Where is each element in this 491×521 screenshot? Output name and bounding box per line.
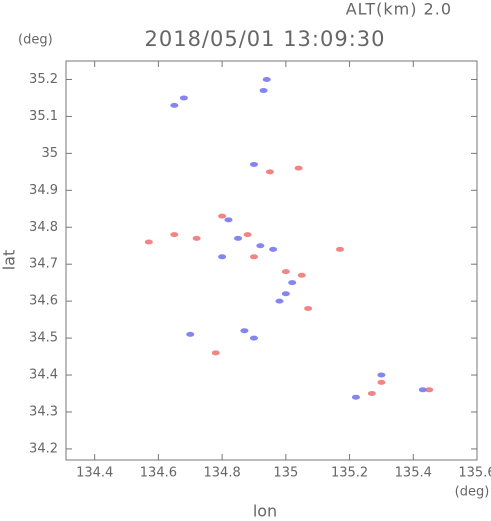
echo-point bbox=[297, 272, 306, 278]
echo-point bbox=[256, 243, 265, 249]
echo-point bbox=[192, 235, 201, 241]
y-tick-label: 34.5 bbox=[29, 331, 58, 346]
echo-point bbox=[240, 328, 249, 334]
echo-point bbox=[170, 232, 179, 238]
x-tick-label: 134.8 bbox=[204, 466, 241, 481]
y-axis-label: lat bbox=[0, 250, 19, 271]
echo-point bbox=[249, 161, 258, 167]
echo-point bbox=[265, 169, 274, 175]
x-tick-label: 135.6 bbox=[458, 466, 491, 481]
y-tick-label: 34.9 bbox=[29, 183, 58, 198]
echo-point bbox=[425, 387, 434, 393]
y-tick-label: 34.3 bbox=[29, 404, 58, 419]
echo-point bbox=[224, 217, 233, 223]
echo-point bbox=[294, 165, 303, 171]
y-tick-label: 35.1 bbox=[29, 109, 58, 124]
echo-point bbox=[262, 76, 271, 82]
y-tick-label: 34.8 bbox=[29, 220, 58, 235]
y-tick-label: 34.6 bbox=[29, 294, 58, 309]
plot-frame bbox=[65, 60, 478, 461]
echo-point bbox=[288, 280, 297, 286]
echo-point bbox=[218, 254, 227, 260]
x-tick-label: 134.6 bbox=[140, 466, 177, 481]
echo-point bbox=[275, 298, 284, 304]
echo-point bbox=[304, 306, 313, 312]
echo-point bbox=[418, 387, 427, 393]
echo-point bbox=[377, 372, 386, 378]
y-tick-label: 34.4 bbox=[29, 368, 58, 383]
y-unit: (deg) bbox=[18, 33, 53, 48]
x-tick-label: 135 bbox=[273, 466, 298, 481]
echo-point bbox=[281, 269, 290, 275]
echo-point bbox=[170, 102, 179, 108]
echo-point bbox=[218, 213, 227, 219]
echo-point bbox=[179, 95, 188, 101]
altitude-label: ALT(km) 2.0 bbox=[346, 0, 452, 19]
y-tick-label: 35.2 bbox=[29, 72, 58, 87]
echo-point bbox=[234, 235, 243, 241]
echo-point bbox=[367, 391, 376, 396]
y-tick-label: 34.7 bbox=[29, 257, 58, 272]
echo-point bbox=[186, 331, 195, 337]
echo-point bbox=[211, 350, 220, 356]
echo-point bbox=[336, 246, 344, 252]
chart-title: 2018/05/01 13:09:30 bbox=[144, 27, 385, 51]
x-tick-label: 135.2 bbox=[331, 466, 368, 481]
x-tick-label: 134.4 bbox=[76, 466, 113, 481]
x-unit: (deg) bbox=[455, 485, 490, 500]
echo-point bbox=[243, 232, 252, 238]
echo-point bbox=[249, 254, 258, 260]
echo-point bbox=[144, 239, 153, 245]
y-tick-label: 35 bbox=[41, 146, 58, 161]
echo-point bbox=[269, 246, 278, 252]
echo-point bbox=[249, 335, 258, 341]
echo-point bbox=[281, 291, 290, 297]
echo-point bbox=[377, 379, 386, 385]
echo-point bbox=[351, 394, 360, 400]
x-axis-label: lon bbox=[253, 502, 277, 521]
y-tick-label: 34.2 bbox=[29, 441, 58, 456]
echo-point bbox=[259, 88, 268, 94]
x-tick-label: 135.4 bbox=[395, 466, 432, 481]
